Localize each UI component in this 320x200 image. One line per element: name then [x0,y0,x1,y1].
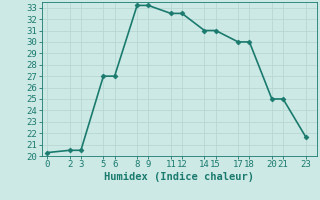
X-axis label: Humidex (Indice chaleur): Humidex (Indice chaleur) [104,172,254,182]
